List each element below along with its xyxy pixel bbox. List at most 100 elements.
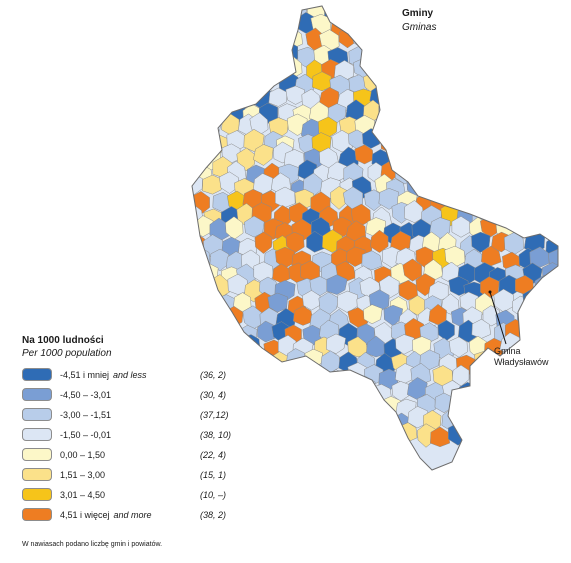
gmina-area <box>378 99 400 124</box>
gmina-area <box>202 87 223 109</box>
legend-label-text: 1,51 – 3,00 <box>60 470 106 480</box>
gmina-area <box>472 148 491 172</box>
gmina-area <box>492 172 512 195</box>
gmina-area <box>415 99 437 122</box>
gmina-area <box>399 44 421 69</box>
gmina-area <box>482 72 504 95</box>
gmina-area <box>192 147 205 169</box>
gmina-area <box>400 132 420 155</box>
gmina-area <box>517 308 537 329</box>
gmina-area <box>302 290 321 311</box>
gmina-area <box>560 146 571 166</box>
gmina-area <box>528 142 547 165</box>
gmina-area <box>506 175 527 199</box>
gmina-area <box>451 46 472 69</box>
legend-swatch <box>22 428 52 441</box>
gmina-area <box>527 6 548 18</box>
gmina-area <box>346 246 366 267</box>
gmina-area <box>279 364 299 387</box>
gmina-area <box>291 424 312 448</box>
gmina-area <box>505 409 526 433</box>
gmina-area <box>354 411 375 434</box>
gmina-area <box>565 368 571 390</box>
gmina-area <box>557 176 558 198</box>
gmina-area <box>499 102 519 122</box>
gmina-area <box>533 74 554 98</box>
gmina-area <box>465 128 485 152</box>
gmina-area <box>354 144 374 165</box>
legend-label-text: 4,51 i więcej <box>60 510 110 520</box>
gmina-area <box>549 193 558 215</box>
gmina-area <box>561 265 571 285</box>
gmina-area <box>318 383 338 406</box>
gmina-area <box>489 144 508 164</box>
gmina-area <box>467 159 487 179</box>
legend-swatch <box>22 448 52 461</box>
gmina-area <box>513 41 534 65</box>
gmina-area <box>535 306 553 328</box>
gmina-area <box>203 6 224 19</box>
callout-label-line1: Gmina <box>494 346 521 356</box>
gmina-area <box>420 115 441 136</box>
gmina-area <box>499 392 519 414</box>
gmina-area <box>209 46 229 69</box>
legend: Na 1000 ludności Per 1000 population -4,… <box>22 334 262 525</box>
gmina-area <box>286 382 307 406</box>
gmina-area <box>517 161 537 181</box>
legend-count: (22, 4) <box>200 450 227 460</box>
gmina-area <box>421 141 441 166</box>
gmina-area <box>253 144 274 166</box>
gmina-area <box>513 187 533 210</box>
gmina-area <box>551 221 558 242</box>
legend-swatch <box>22 368 52 381</box>
gmina-area <box>369 6 390 20</box>
gmina-area <box>547 308 558 330</box>
gmina-area <box>366 335 387 358</box>
gmina-area <box>192 25 202 48</box>
gmina-area <box>548 368 558 392</box>
gmina-area <box>271 410 291 435</box>
gmina-area <box>469 391 488 413</box>
gmina-area <box>262 365 283 389</box>
legend-item: 0,00 – 1,50 (22, 4) <box>22 445 262 465</box>
gmina-area <box>276 15 295 38</box>
gmina-area <box>465 40 485 65</box>
gmina-area <box>566 44 571 66</box>
legend-item: 4,51 i więcej and more (38, 2) <box>22 505 262 525</box>
legend-label-text: -3,00 – -1,51 <box>60 410 112 420</box>
gmina-area <box>448 97 468 120</box>
gmina-area <box>472 380 492 403</box>
gmina-area <box>263 42 283 63</box>
gmina-area <box>460 26 479 50</box>
gmina-area <box>560 384 571 405</box>
gmina-area <box>496 10 516 32</box>
gmina-area <box>209 248 229 272</box>
gmina-area <box>458 172 479 193</box>
gmina-area <box>347 336 369 358</box>
gmina-area <box>195 305 216 327</box>
gmina-area <box>549 14 558 38</box>
gmina-area <box>326 369 346 391</box>
gmina-area <box>217 86 238 109</box>
gmina-area <box>498 129 520 152</box>
gmina-area <box>230 44 250 66</box>
gmina-area <box>449 161 470 186</box>
gmina-area <box>361 250 383 271</box>
gmina-area <box>381 70 401 95</box>
gmina-area <box>439 6 458 22</box>
gmina-area <box>506 146 527 170</box>
gmina-area <box>532 194 552 215</box>
gmina-area <box>408 144 428 168</box>
gmina-area <box>241 13 263 33</box>
gmina-area <box>556 288 558 313</box>
gmina-area <box>525 31 545 53</box>
legend-rows: -4,51 i mniej and less (36, 2) -4,50 – -3,0… <box>22 365 262 525</box>
gmina-area <box>387 62 407 83</box>
gmina-area <box>208 74 227 96</box>
callout-label: Gmina Władysławów <box>494 346 549 368</box>
gmina-area <box>429 101 450 122</box>
gmina-area <box>511 206 530 228</box>
gmina-area <box>402 258 422 282</box>
